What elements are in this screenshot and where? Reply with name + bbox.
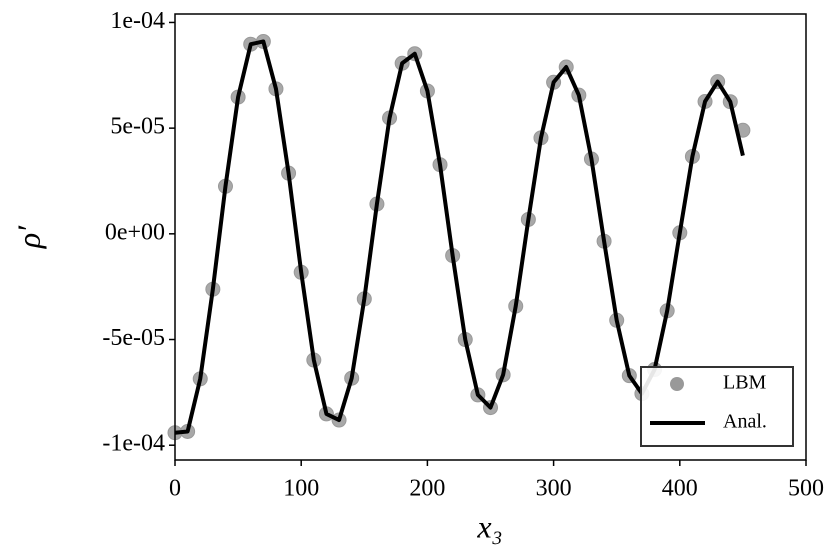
- y-tick-label: -5e-05: [102, 325, 165, 351]
- y-axis-label: ρ′: [10, 225, 46, 249]
- plot-frame: [174, 13, 807, 461]
- y-tick-label: 0e+00: [105, 219, 165, 245]
- x-tick-label: 300: [536, 476, 572, 502]
- x-axis-label: x₃: [476, 508, 502, 544]
- x-tick-label: 400: [662, 476, 698, 502]
- legend-box: [640, 366, 794, 447]
- legend-label: Anal.: [723, 411, 767, 433]
- y-tick-label: 5e-05: [110, 114, 165, 140]
- legend-label: LBM: [723, 372, 767, 394]
- x-tick-label: 0: [169, 476, 181, 502]
- legend-marker: [670, 377, 684, 391]
- legend: LBM Anal.: [640, 366, 794, 447]
- y-tick-label: 1e-04: [110, 8, 165, 34]
- y-tick-label: -1e-04: [102, 431, 165, 457]
- x-tick-label: 100: [283, 476, 319, 502]
- x-tick-label: 200: [409, 476, 445, 502]
- x-tick-label: 500: [788, 476, 824, 502]
